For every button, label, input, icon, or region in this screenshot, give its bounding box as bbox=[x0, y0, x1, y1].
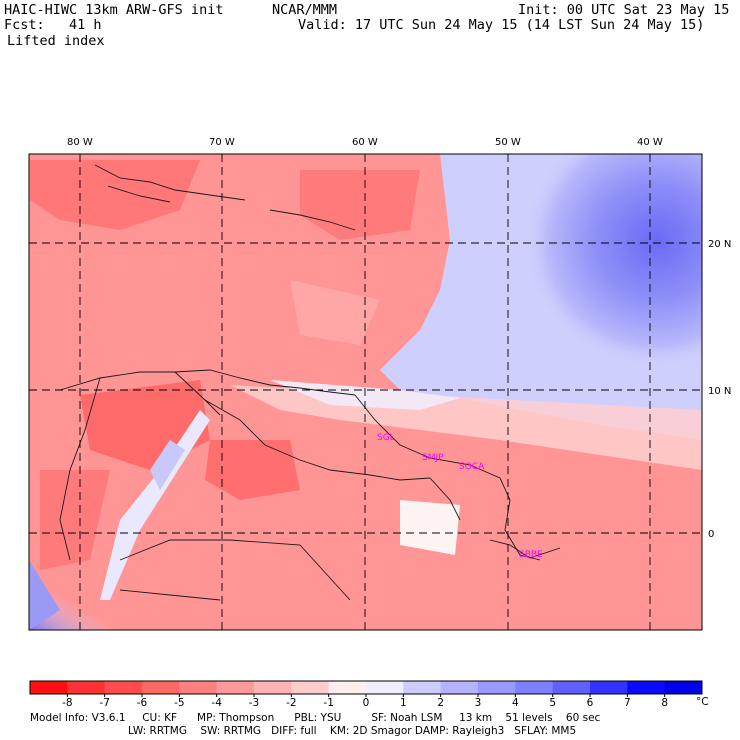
colorbar-swatch bbox=[142, 681, 180, 694]
colorbar-label: 6 bbox=[587, 697, 594, 709]
coastlines bbox=[59, 164, 561, 601]
colorbar: -8 -7 -6 -5 -4 -3 -2 -1 0 1 2 3 4 5 6 7 8 °C bbox=[29, 680, 709, 709]
colorbar-label: -6 bbox=[137, 697, 148, 709]
lon-label-80w: 80 W bbox=[67, 137, 93, 148]
colorbar-swatch bbox=[627, 681, 666, 694]
lat-label-0: 0 bbox=[708, 529, 714, 540]
colorbar-swatch bbox=[328, 681, 367, 694]
colorbar-unit: °C bbox=[696, 696, 709, 708]
colorbar-label: 4 bbox=[512, 697, 519, 709]
model-info-line1: Model Info: V3.6.1 CU: KF MP: Thompson P… bbox=[30, 712, 601, 724]
colorbar-swatch bbox=[478, 681, 516, 694]
colorbar-swatch bbox=[30, 681, 68, 694]
model-info-line2: LW: RRTMG SW: RRTMG DIFF: full KM: 2D Sm… bbox=[128, 725, 577, 737]
colorbar-swatch bbox=[515, 681, 554, 694]
lat-label-20n: 20 N bbox=[708, 239, 731, 250]
colorbar-label: -2 bbox=[286, 697, 296, 709]
colorbar-label: 2 bbox=[437, 697, 444, 709]
init-time: Init: 00 UTC Sat 23 May 15 bbox=[518, 2, 730, 18]
station-soca: SOCA bbox=[459, 462, 485, 472]
colorbar-label: -3 bbox=[249, 697, 259, 709]
lon-label-50w: 50 W bbox=[495, 137, 521, 148]
colorbar-label: 5 bbox=[549, 697, 556, 709]
lifted-index-field bbox=[29, 154, 702, 630]
lat-lon-grid bbox=[29, 154, 702, 630]
colorbar-swatch bbox=[440, 681, 479, 694]
lon-label-70w: 70 W bbox=[209, 137, 235, 148]
center-title: NCAR/MMM bbox=[272, 2, 338, 18]
forecast-hour: Fcst: 41 h bbox=[4, 17, 102, 33]
colorbar-label: 8 bbox=[661, 697, 668, 709]
colorbar-swatch bbox=[664, 681, 703, 694]
map-frame bbox=[28, 153, 703, 631]
station-markers: SGL SMJP SOCA SBBE bbox=[377, 433, 543, 560]
colorbar-swatch bbox=[403, 681, 442, 694]
station-smjp: SMJP bbox=[422, 453, 444, 463]
colorbar-label: -5 bbox=[174, 697, 184, 709]
valid-time: Valid: 17 UTC Sun 24 May 15 (14 LST Sun … bbox=[298, 17, 705, 33]
colorbar-swatch bbox=[104, 681, 143, 694]
colorbar-label: -8 bbox=[62, 697, 72, 709]
lat-label-10n: 10 N bbox=[708, 386, 731, 397]
colorbar-label: -7 bbox=[99, 697, 109, 709]
colorbar-swatch bbox=[552, 681, 591, 694]
colorbar-label: 1 bbox=[400, 697, 407, 709]
station-sbbe: SBBE bbox=[519, 550, 543, 560]
colorbar-label: -4 bbox=[211, 697, 222, 709]
lon-label-40w: 40 W bbox=[637, 137, 663, 148]
colorbar-label: 3 bbox=[475, 697, 482, 709]
lon-label-60w: 60 W bbox=[352, 137, 378, 148]
colorbar-label: -1 bbox=[323, 697, 333, 709]
station-sgl: SGL bbox=[377, 433, 395, 443]
colorbar-label: 0 bbox=[363, 697, 370, 709]
colorbar-swatch bbox=[291, 681, 330, 694]
colorbar-swatch bbox=[366, 681, 404, 694]
colorbar-swatch bbox=[67, 681, 106, 694]
model-title: HAIC-HIWC 13km ARW-GFS init bbox=[4, 2, 224, 18]
latitude-labels: 20 N 10 N 0 bbox=[708, 239, 731, 540]
colorbar-swatch bbox=[216, 681, 255, 694]
colorbar-label: 7 bbox=[624, 697, 631, 709]
field-name: Lifted index bbox=[7, 33, 105, 49]
colorbar-swatch bbox=[590, 681, 628, 694]
colorbar-swatch bbox=[179, 681, 218, 694]
colorbar-swatch bbox=[254, 681, 292, 694]
longitude-labels: 80 W 70 W 60 W 50 W 40 W bbox=[67, 137, 663, 148]
